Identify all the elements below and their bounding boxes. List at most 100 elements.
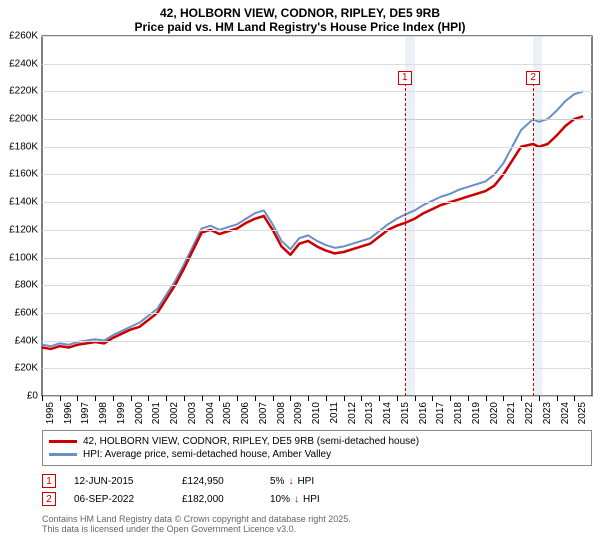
y-axis-label: £160K bbox=[9, 169, 38, 180]
legend-row: 42, HOLBORN VIEW, CODNOR, RIPLEY, DE5 9R… bbox=[49, 435, 585, 448]
x-axis-label: 2003 bbox=[187, 402, 198, 424]
y-gridline bbox=[42, 174, 592, 175]
sales-date: 06-SEP-2022 bbox=[74, 494, 164, 505]
y-gridline bbox=[42, 313, 592, 314]
x-axis-label: 2011 bbox=[329, 402, 340, 424]
x-axis-label: 2022 bbox=[524, 402, 535, 424]
x-tick bbox=[290, 396, 291, 401]
sales-price: £124,950 bbox=[182, 476, 252, 487]
x-tick bbox=[95, 396, 96, 401]
sales-diff-vs: HPI bbox=[303, 494, 320, 505]
sales-marker: 1 bbox=[42, 474, 56, 488]
x-tick bbox=[113, 396, 114, 401]
sales-diff-pct: 10% bbox=[270, 494, 290, 505]
y-axis-label: £220K bbox=[9, 86, 38, 97]
x-axis-label: 2005 bbox=[222, 402, 233, 424]
x-axis-label: 2015 bbox=[400, 402, 411, 424]
y-gridline bbox=[42, 147, 592, 148]
x-axis-label: 2013 bbox=[364, 402, 375, 424]
x-tick bbox=[486, 396, 487, 401]
sales-date: 12-JUN-2015 bbox=[74, 476, 164, 487]
x-axis-label: 2024 bbox=[560, 402, 571, 424]
y-gridline bbox=[42, 341, 592, 342]
legend-swatch bbox=[49, 440, 77, 443]
x-tick bbox=[432, 396, 433, 401]
x-axis-label: 2004 bbox=[205, 402, 216, 424]
marker-line bbox=[533, 78, 534, 396]
x-tick bbox=[539, 396, 540, 401]
x-axis-label: 2008 bbox=[276, 402, 287, 424]
chart-area: £0£20K£40K£60K£80K£100K£120K£140K£160K£1… bbox=[42, 36, 592, 396]
y-axis-label: £20K bbox=[15, 363, 38, 374]
marker-box-1: 1 bbox=[398, 71, 412, 85]
series-price_paid bbox=[42, 116, 583, 349]
y-gridline bbox=[42, 230, 592, 231]
y-gridline bbox=[42, 258, 592, 259]
sales-diff-pct: 5% bbox=[270, 476, 284, 487]
x-axis-label: 2000 bbox=[134, 402, 145, 424]
footer-line-2: This data is licensed under the Open Gov… bbox=[42, 524, 592, 534]
x-axis-label: 2021 bbox=[506, 402, 517, 424]
title-subtitle: Price paid vs. HM Land Registry's House … bbox=[0, 20, 600, 34]
x-axis-label: 1996 bbox=[63, 402, 74, 424]
legend-label: HPI: Average price, semi-detached house,… bbox=[83, 449, 331, 460]
x-tick bbox=[202, 396, 203, 401]
y-axis-label: £260K bbox=[9, 31, 38, 42]
legend-row: HPI: Average price, semi-detached house,… bbox=[49, 448, 585, 461]
y-axis-label: £200K bbox=[9, 114, 38, 125]
x-tick bbox=[60, 396, 61, 401]
x-tick bbox=[503, 396, 504, 401]
y-axis-label: £40K bbox=[15, 335, 38, 346]
x-tick bbox=[255, 396, 256, 401]
sales-row: 206-SEP-2022£182,00010%↓HPI bbox=[42, 490, 592, 508]
x-axis-label: 2001 bbox=[151, 402, 162, 424]
x-tick bbox=[450, 396, 451, 401]
y-axis-label: £100K bbox=[9, 252, 38, 263]
footer-line-1: Contains HM Land Registry data © Crown c… bbox=[42, 514, 592, 524]
x-axis-label: 2009 bbox=[293, 402, 304, 424]
y-axis-label: £180K bbox=[9, 141, 38, 152]
y-axis-label: £0 bbox=[27, 391, 38, 402]
x-axis-label: 2002 bbox=[169, 402, 180, 424]
footer-attribution: Contains HM Land Registry data © Crown c… bbox=[42, 514, 592, 534]
x-tick bbox=[131, 396, 132, 401]
x-axis-label: 2007 bbox=[258, 402, 269, 424]
x-axis-label: 2023 bbox=[542, 402, 553, 424]
x-tick bbox=[574, 396, 575, 401]
line-chart-svg bbox=[42, 36, 592, 396]
marker-box-2: 2 bbox=[526, 71, 540, 85]
y-axis-label: £240K bbox=[9, 58, 38, 69]
y-gridline bbox=[42, 119, 592, 120]
x-tick bbox=[184, 396, 185, 401]
x-axis-label: 2017 bbox=[435, 402, 446, 424]
x-axis-label: 2020 bbox=[489, 402, 500, 424]
x-tick bbox=[42, 396, 43, 401]
y-axis-label: £120K bbox=[9, 224, 38, 235]
x-tick bbox=[237, 396, 238, 401]
arrow-down-icon: ↓ bbox=[288, 476, 293, 487]
chart-container: 42, HOLBORN VIEW, CODNOR, RIPLEY, DE5 9R… bbox=[0, 0, 600, 560]
y-gridline bbox=[42, 36, 592, 37]
x-axis-label: 1999 bbox=[116, 402, 127, 424]
y-axis-label: £60K bbox=[15, 307, 38, 318]
y-gridline bbox=[42, 396, 592, 397]
x-tick bbox=[361, 396, 362, 401]
series-hpi bbox=[42, 91, 583, 346]
x-axis-label: 2019 bbox=[471, 402, 482, 424]
sales-marker: 2 bbox=[42, 492, 56, 506]
sales-row: 1 12-JUN-2015 £124,950 5% ↓ HPI bbox=[42, 472, 592, 490]
x-tick bbox=[326, 396, 327, 401]
sales-diff-vs: HPI bbox=[297, 476, 314, 487]
x-tick bbox=[148, 396, 149, 401]
x-axis-label: 1998 bbox=[98, 402, 109, 424]
x-tick bbox=[379, 396, 380, 401]
x-tick bbox=[521, 396, 522, 401]
sales-diff: 10%↓HPI bbox=[270, 494, 370, 505]
y-axis-label: £80K bbox=[15, 280, 38, 291]
x-axis-label: 2016 bbox=[418, 402, 429, 424]
x-axis-label: 2014 bbox=[382, 402, 393, 424]
legend-label: 42, HOLBORN VIEW, CODNOR, RIPLEY, DE5 9R… bbox=[83, 436, 419, 447]
y-gridline bbox=[42, 285, 592, 286]
title-address: 42, HOLBORN VIEW, CODNOR, RIPLEY, DE5 9R… bbox=[0, 6, 600, 20]
x-tick bbox=[308, 396, 309, 401]
